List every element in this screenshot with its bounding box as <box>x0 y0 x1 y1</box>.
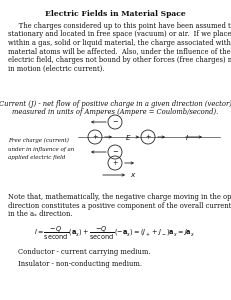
Text: $I$: $I$ <box>185 133 189 142</box>
Text: electric field, charges not bound by other forces (free charges) may be set: electric field, charges not bound by oth… <box>8 56 231 64</box>
Text: −: − <box>112 118 118 126</box>
Text: −: − <box>112 148 118 156</box>
Text: Insulator - non-conducting medium.: Insulator - non-conducting medium. <box>18 260 142 268</box>
Text: $x$: $x$ <box>130 171 137 179</box>
Text: measured in units of Amperes (Ampere = Coulomb/second).: measured in units of Amperes (Ampere = C… <box>12 109 218 116</box>
Text: +: + <box>92 133 98 141</box>
Text: $I = \dfrac{-Q}{\mathrm{second}}\,(\mathbf{a}_x) + \dfrac{-Q}{\mathrm{second}}\,: $I = \dfrac{-Q}{\mathrm{second}}\,(\math… <box>34 225 196 242</box>
Text: Current (J) - net flow of positive charge in a given direction (vector): Current (J) - net flow of positive charg… <box>0 100 231 108</box>
Text: under in influence of an: under in influence of an <box>8 146 74 152</box>
Text: Conductor - current carrying medium.: Conductor - current carrying medium. <box>18 248 151 256</box>
Text: Free charge (current): Free charge (current) <box>8 138 69 143</box>
Text: within a gas, solid or liquid material, the charge associated with the: within a gas, solid or liquid material, … <box>8 39 231 47</box>
Text: in the aₓ direction.: in the aₓ direction. <box>8 210 73 218</box>
Text: +: + <box>112 159 118 167</box>
Text: Electric Fields in Material Space: Electric Fields in Material Space <box>45 10 185 18</box>
Text: direction constitutes a positive component of the overall current flowing: direction constitutes a positive compone… <box>8 202 231 209</box>
Text: stationary and located in free space (vacuum) or air.  If we place charge: stationary and located in free space (va… <box>8 31 231 38</box>
Text: applied electric field: applied electric field <box>8 155 65 160</box>
Text: The charges considered up to this point have been assumed to be: The charges considered up to this point … <box>8 22 231 30</box>
Text: +: + <box>145 133 151 141</box>
Text: $E$: $E$ <box>125 133 131 142</box>
Text: Note that, mathematically, the negative charge moving in the opposite: Note that, mathematically, the negative … <box>8 193 231 201</box>
Text: material atoms will be affected.  Also, under the influence of the applied: material atoms will be affected. Also, u… <box>8 47 231 56</box>
Text: in motion (electric current).: in motion (electric current). <box>8 64 104 73</box>
